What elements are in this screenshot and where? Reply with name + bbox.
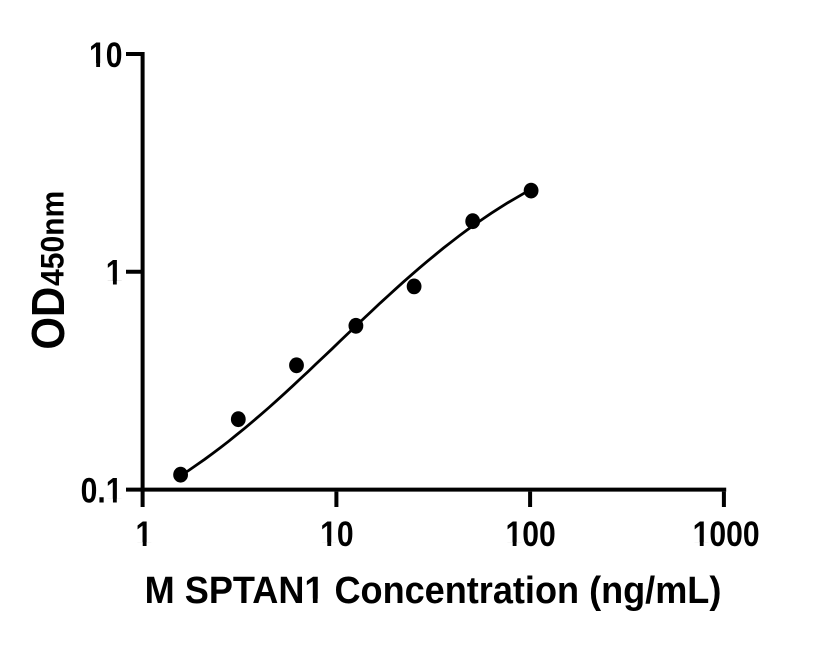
svg-text:M SPTAN1 Concentration (ng/mL): M SPTAN1 Concentration (ng/mL) xyxy=(145,568,722,611)
svg-text:100: 100 xyxy=(506,514,556,554)
svg-text:10: 10 xyxy=(320,514,353,554)
svg-text:1: 1 xyxy=(106,253,123,293)
svg-text:1000: 1000 xyxy=(693,514,760,554)
svg-text:1: 1 xyxy=(136,514,153,554)
svg-text:0.1: 0.1 xyxy=(81,470,123,510)
svg-text:OD: OD xyxy=(23,287,74,350)
svg-text:450nm: 450nm xyxy=(35,191,71,286)
svg-text:10: 10 xyxy=(89,35,122,75)
